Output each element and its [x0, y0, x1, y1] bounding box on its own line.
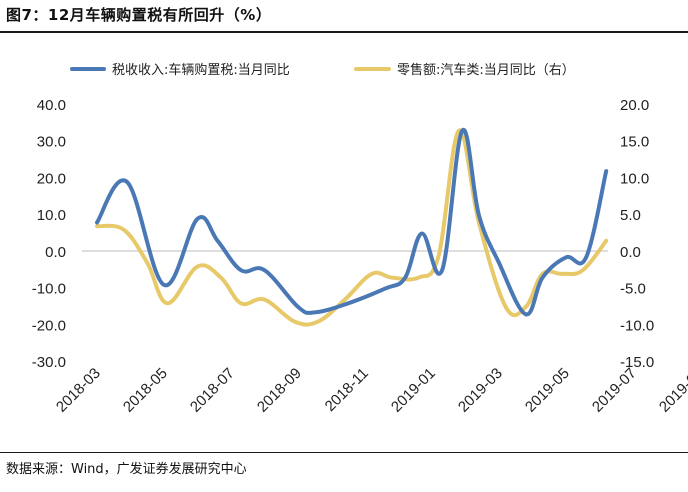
x-axis: 2018-03 2018-05 2018-07 2018-09 2018-11 2019-…	[53, 365, 688, 416]
x-tick-label: 2019-03	[455, 365, 506, 416]
top-rule	[0, 31, 688, 33]
x-tick-label: 2019-07	[589, 365, 640, 416]
left-tick-label: 0.0	[45, 244, 66, 261]
right-axis: 20.0 15.0 10.0 5.0 0.0 -5.0 -10.0 -15.0	[620, 97, 654, 371]
series-line-auto-retail	[95, 128, 609, 327]
x-tick-label: 2018-07	[187, 365, 238, 416]
left-tick-label: 10.0	[37, 207, 66, 224]
left-axis: 40.0 30.0 20.0 10.0 0.0 -10.0 -20.0 -30.0	[32, 97, 66, 371]
x-tick-label: 2018-11	[322, 365, 372, 415]
right-tick-label: 15.0	[620, 134, 649, 151]
legend-item-vehicle-tax: 税收收入:车辆购置税:当月同比	[70, 62, 290, 78]
right-tick-label: -5.0	[620, 281, 646, 298]
x-tick-label: 2018-09	[254, 365, 305, 416]
left-tick-label: 30.0	[37, 134, 66, 151]
chart-title: 图7：12月车辆购置税有所回升（%）	[6, 6, 272, 24]
bottom-rule	[0, 452, 688, 453]
line-chart: 税收收入:车辆购置税:当月同比 零售额:汽车类:当月同比（右） 40.0 30.0 2…	[32, 62, 688, 416]
right-tick-label: -10.0	[620, 317, 654, 334]
right-tick-label: 20.0	[620, 97, 649, 114]
x-tick-label: 2018-05	[120, 365, 171, 416]
left-tick-label: -10.0	[32, 281, 66, 298]
x-tick-label: 2019-05	[522, 365, 573, 416]
x-tick-label: 2019-09	[656, 365, 688, 416]
right-tick-label: 10.0	[620, 170, 649, 187]
x-tick-label: 2018-03	[53, 365, 104, 416]
left-tick-label: 20.0	[37, 170, 66, 187]
right-tick-label: 5.0	[620, 207, 641, 224]
legend: 税收收入:车辆购置税:当月同比 零售额:汽车类:当月同比（右）	[70, 62, 575, 78]
right-tick-label: -15.0	[620, 354, 654, 371]
series-lines	[95, 127, 609, 327]
left-tick-label: -30.0	[32, 354, 66, 371]
right-tick-label: 0.0	[620, 244, 641, 261]
source-note: 数据来源：Wind，广发证券发展研究中心	[6, 462, 247, 477]
legend-label: 税收收入:车辆购置税:当月同比	[112, 62, 290, 78]
series-line-vehicle-tax	[95, 127, 609, 317]
legend-item-auto-retail: 零售额:汽车类:当月同比（右）	[354, 62, 575, 78]
legend-label: 零售额:汽车类:当月同比（右）	[397, 62, 575, 78]
left-tick-label: 40.0	[37, 97, 66, 114]
left-tick-label: -20.0	[32, 317, 66, 334]
x-tick-label: 2019-01	[388, 365, 439, 416]
